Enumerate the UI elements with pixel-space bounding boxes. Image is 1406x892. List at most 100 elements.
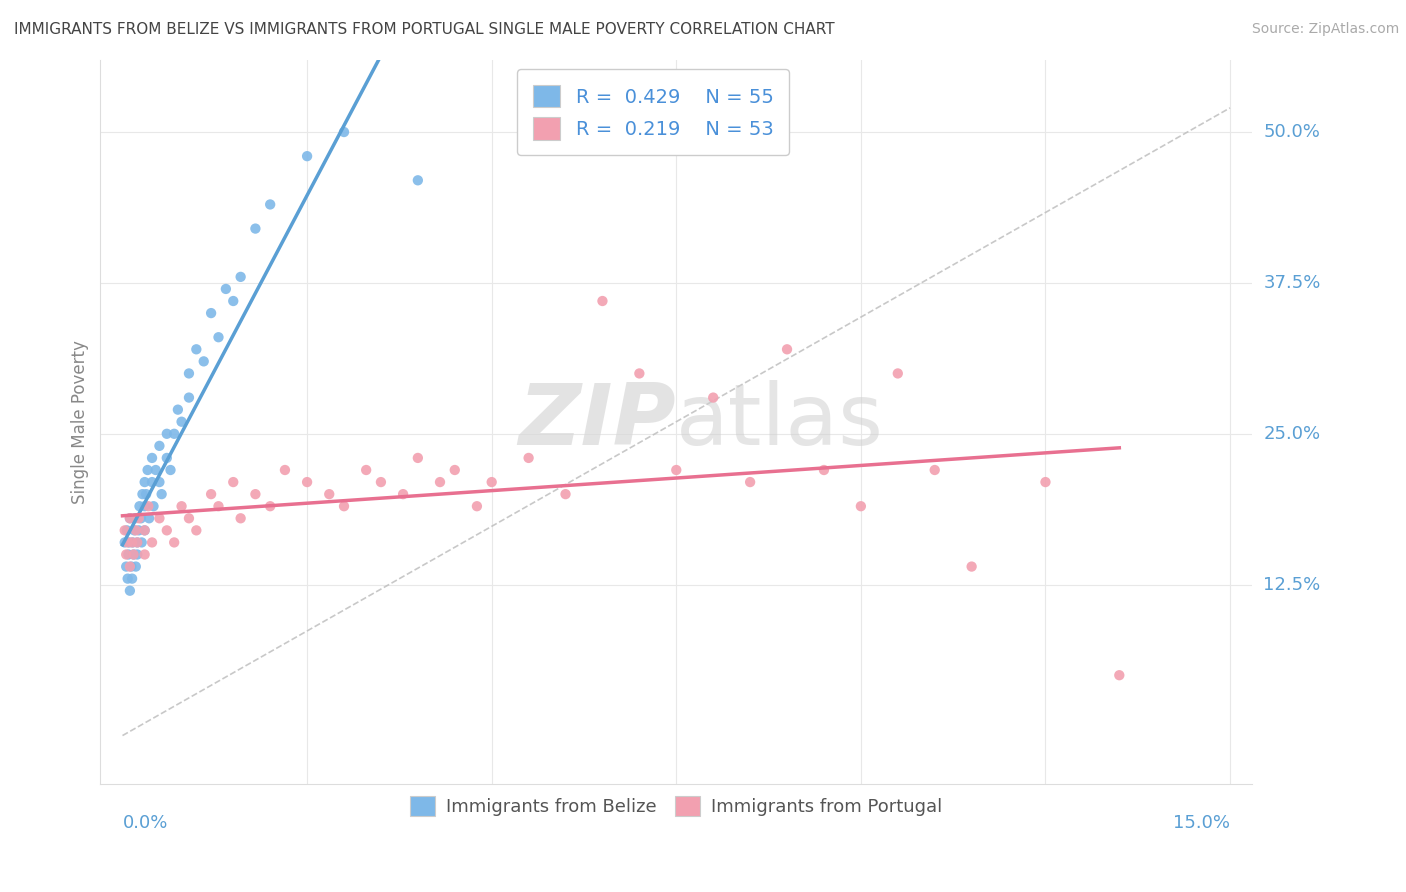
Point <box>121 535 143 549</box>
Point <box>124 524 146 538</box>
Point <box>125 524 148 538</box>
Point <box>125 559 148 574</box>
Point <box>177 391 200 405</box>
Point <box>148 439 170 453</box>
Text: atlas: atlas <box>676 380 884 463</box>
Point <box>481 475 503 489</box>
Point <box>1035 475 1057 489</box>
Text: 50.0%: 50.0% <box>1264 123 1320 141</box>
Point <box>131 487 153 501</box>
Point <box>134 524 156 538</box>
Legend: Immigrants from Belize, Immigrants from Portugal: Immigrants from Belize, Immigrants from … <box>401 787 952 825</box>
Point <box>138 500 160 514</box>
Text: Source: ZipAtlas.com: Source: ZipAtlas.com <box>1251 22 1399 37</box>
Point <box>207 330 229 344</box>
Point <box>177 511 200 525</box>
Point <box>121 535 143 549</box>
Point <box>150 487 173 501</box>
Point <box>229 511 252 525</box>
Point <box>118 511 141 525</box>
Point <box>186 343 208 357</box>
Point <box>136 463 159 477</box>
Point <box>333 500 356 514</box>
Point <box>134 475 156 489</box>
Point <box>121 572 143 586</box>
Text: 25.0%: 25.0% <box>1264 425 1320 442</box>
Point <box>118 511 141 525</box>
Point <box>118 583 141 598</box>
Point <box>924 463 946 477</box>
Point <box>128 511 150 525</box>
Point <box>117 535 139 549</box>
Y-axis label: Single Male Poverty: Single Male Poverty <box>72 340 89 504</box>
Point <box>156 426 179 441</box>
Point <box>127 535 149 549</box>
Point <box>141 535 163 549</box>
Point <box>115 559 138 574</box>
Point <box>163 426 186 441</box>
Text: 0.0%: 0.0% <box>122 814 167 832</box>
Point <box>259 500 281 514</box>
Text: 37.5%: 37.5% <box>1264 274 1320 292</box>
Point <box>127 548 149 562</box>
Point <box>274 463 297 477</box>
Text: 12.5%: 12.5% <box>1264 575 1320 594</box>
Point <box>222 293 245 308</box>
Point <box>333 125 356 139</box>
Point <box>960 559 983 574</box>
Point <box>295 475 318 489</box>
Text: 15.0%: 15.0% <box>1173 814 1230 832</box>
Point <box>429 475 451 489</box>
Point <box>159 463 181 477</box>
Point <box>142 500 165 514</box>
Point <box>406 173 429 187</box>
Point <box>115 548 138 562</box>
Point <box>849 500 872 514</box>
Point <box>131 535 153 549</box>
Point <box>122 548 145 562</box>
Point <box>222 475 245 489</box>
Point <box>117 572 139 586</box>
Point <box>163 535 186 549</box>
Point <box>122 548 145 562</box>
Point <box>354 463 377 477</box>
Point <box>215 282 238 296</box>
Point <box>702 391 724 405</box>
Point <box>118 535 141 549</box>
Point <box>245 487 267 501</box>
Point <box>115 524 138 538</box>
Point <box>127 535 149 549</box>
Point <box>628 367 651 381</box>
Point <box>186 524 208 538</box>
Point <box>128 524 150 538</box>
Point <box>517 450 540 465</box>
Point <box>776 343 799 357</box>
Point <box>117 548 139 562</box>
Point <box>193 354 215 368</box>
Text: IMMIGRANTS FROM BELIZE VS IMMIGRANTS FROM PORTUGAL SINGLE MALE POVERTY CORRELATI: IMMIGRANTS FROM BELIZE VS IMMIGRANTS FRO… <box>14 22 835 37</box>
Point <box>134 548 156 562</box>
Point <box>591 293 613 308</box>
Point <box>156 524 179 538</box>
Point <box>229 269 252 284</box>
Point <box>135 487 157 501</box>
Point <box>318 487 340 501</box>
Point <box>148 511 170 525</box>
Point <box>1108 668 1130 682</box>
Text: ZIP: ZIP <box>519 380 676 463</box>
Point <box>245 221 267 235</box>
Point <box>665 463 688 477</box>
Point <box>141 450 163 465</box>
Point <box>114 524 136 538</box>
Point <box>443 463 465 477</box>
Point <box>134 524 156 538</box>
Point <box>141 475 163 489</box>
Point <box>134 500 156 514</box>
Point <box>124 511 146 525</box>
Point <box>177 367 200 381</box>
Point <box>120 559 142 574</box>
Point <box>114 535 136 549</box>
Point <box>148 475 170 489</box>
Point <box>200 487 222 501</box>
Point <box>156 450 179 465</box>
